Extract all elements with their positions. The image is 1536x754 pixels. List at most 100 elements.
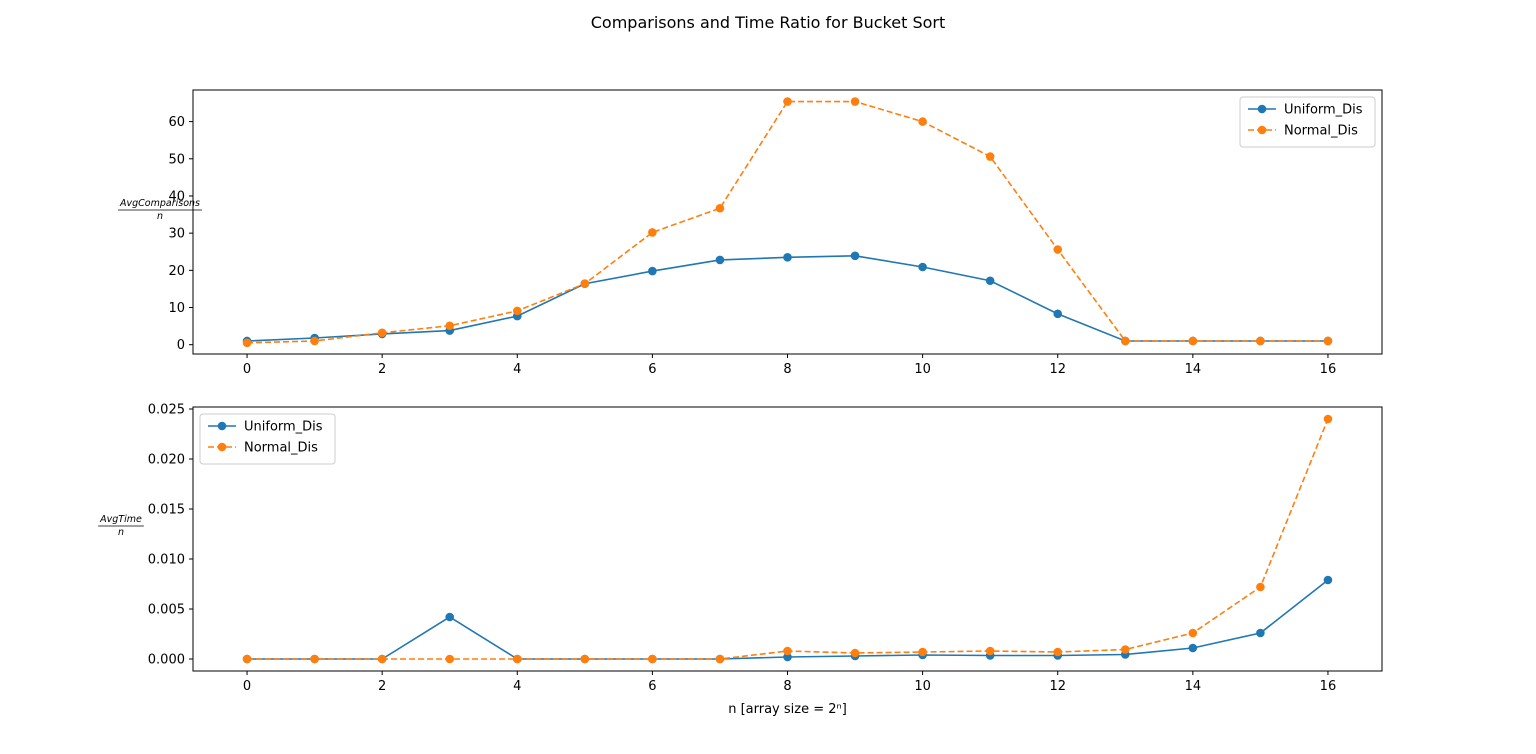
legend-marker-uniform-dis xyxy=(1257,104,1267,114)
y-tick-label: 0.005 xyxy=(148,603,185,618)
legend-marker-normal-dis xyxy=(217,442,227,452)
data-point-normal-dis xyxy=(1323,336,1333,346)
data-point-normal-dis xyxy=(310,654,319,664)
data-point-uniform-dis xyxy=(850,251,860,261)
data-point-normal-dis xyxy=(648,228,657,237)
x-tick-label: 6 xyxy=(648,362,656,377)
legend-marker-uniform-dis xyxy=(217,421,227,431)
legend-label-normal-dis: Normal_Dis xyxy=(1284,124,1358,139)
data-point-normal-dis xyxy=(850,97,860,106)
data-point-normal-dis xyxy=(1188,628,1198,638)
data-point-uniform-dis xyxy=(1323,575,1333,585)
y-axis-label: AvgTime n xyxy=(98,514,144,538)
data-point-normal-dis xyxy=(377,654,387,664)
x-tick-label: 14 xyxy=(1185,362,1202,377)
x-tick-label: 0 xyxy=(243,362,251,377)
data-point-normal-dis xyxy=(1053,647,1063,657)
x-tick-label: 14 xyxy=(1185,679,1202,694)
data-point-uniform-dis xyxy=(783,253,792,262)
x-tick-label: 4 xyxy=(513,679,521,694)
data-point-normal-dis xyxy=(850,648,860,658)
y-tick-label: 20 xyxy=(168,264,185,279)
plot-frame xyxy=(192,89,1383,355)
data-point-uniform-dis xyxy=(1256,628,1265,638)
data-point-uniform-dis xyxy=(715,255,725,265)
data-point-normal-dis xyxy=(512,654,522,664)
x-tick-label: 6 xyxy=(648,679,656,694)
x-tick-label: 12 xyxy=(1049,679,1066,694)
series-line-uniform-dis xyxy=(247,255,1328,342)
y-tick-label: 0.010 xyxy=(148,553,185,568)
x-tick-label: 16 xyxy=(1320,362,1337,377)
data-point-normal-dis xyxy=(310,336,319,346)
series-line-normal-dis xyxy=(247,100,1328,344)
y-axis-label-numerator: AvgComparisons xyxy=(119,198,200,209)
data-point-normal-dis xyxy=(242,654,252,664)
x-tick-label: 8 xyxy=(783,362,791,377)
data-point-normal-dis xyxy=(1053,245,1063,254)
data-point-normal-dis xyxy=(783,646,792,656)
data-point-uniform-dis xyxy=(648,266,657,276)
data-point-normal-dis xyxy=(918,647,927,657)
y-axis-label-denominator: n xyxy=(157,211,163,222)
x-tick-label: 0 xyxy=(243,679,251,694)
y-tick-label: 50 xyxy=(168,152,185,167)
legend-label-uniform-dis: Uniform_Dis xyxy=(244,420,323,435)
data-point-normal-dis xyxy=(985,152,995,161)
y-tick-label: 30 xyxy=(168,227,185,242)
legend: Uniform_Dis Normal_Dis xyxy=(199,413,336,465)
data-point-uniform-dis xyxy=(985,276,995,286)
time-axes: 0 2 4 6 8 10 12 14 16 0.000 0.005 0.010 0.015 0.020 0.… xyxy=(98,403,1383,717)
x-tick-label: 4 xyxy=(513,362,521,377)
x-tick-label: 10 xyxy=(914,362,931,377)
data-point-normal-dis xyxy=(1256,582,1265,592)
x-tick-label: 8 xyxy=(783,679,791,694)
y-tick-label: 0.015 xyxy=(148,503,185,518)
legend-marker-normal-dis xyxy=(1257,125,1267,135)
data-point-normal-dis xyxy=(580,279,590,289)
y-tick-label: 0.025 xyxy=(148,403,185,418)
y-tick-label: 0.020 xyxy=(148,453,185,468)
data-point-normal-dis xyxy=(1120,336,1130,346)
data-point-uniform-dis xyxy=(1053,309,1063,319)
data-point-normal-dis xyxy=(242,338,252,348)
legend-label-normal-dis: Normal_Dis xyxy=(244,441,318,456)
x-tick-label: 2 xyxy=(378,679,386,694)
x-tick-label: 16 xyxy=(1320,679,1337,694)
data-point-normal-dis xyxy=(918,117,927,126)
data-point-normal-dis xyxy=(1188,336,1198,346)
data-point-uniform-dis xyxy=(918,262,927,272)
x-tick-label: 10 xyxy=(914,679,931,694)
data-point-normal-dis xyxy=(445,654,455,664)
y-axis-label: AvgComparisons n xyxy=(118,198,202,222)
data-point-normal-dis xyxy=(445,321,455,331)
data-point-uniform-dis xyxy=(445,612,455,622)
data-point-uniform-dis xyxy=(783,652,792,662)
data-point-uniform-dis xyxy=(1188,643,1198,653)
y-tick-label: 10 xyxy=(168,301,185,316)
data-point-normal-dis xyxy=(580,654,590,664)
data-point-normal-dis xyxy=(985,646,995,656)
data-point-normal-dis xyxy=(1256,336,1265,346)
y-tick-label: 0 xyxy=(177,338,185,353)
comparisons-axes: 0 2 4 6 8 10 12 14 16 0 10 20 30 40 50 60 AvgComparisons… xyxy=(118,89,1383,377)
data-point-normal-dis xyxy=(1120,645,1130,654)
x-tick-label: 12 xyxy=(1049,362,1066,377)
x-tick-label: 2 xyxy=(378,362,386,377)
x-axis-label: n [array size = 2ⁿ] xyxy=(728,702,847,717)
y-tick-label: 40 xyxy=(168,189,185,204)
series-line-normal-dis xyxy=(247,418,1329,660)
data-point-normal-dis xyxy=(715,203,725,213)
data-point-normal-dis xyxy=(377,328,387,338)
plot-frame xyxy=(192,406,1383,672)
chart-title: Comparisons and Time Ratio for Bucket So… xyxy=(591,13,946,32)
legend: Uniform_Dis Normal_Dis xyxy=(1239,96,1376,148)
data-point-normal-dis xyxy=(512,306,522,316)
y-axis-label-numerator: AvgTime xyxy=(99,514,142,525)
data-point-normal-dis xyxy=(783,97,792,106)
data-point-normal-dis xyxy=(1323,414,1333,424)
y-tick-label: 60 xyxy=(168,115,185,130)
y-axis-label-denominator: n xyxy=(118,527,124,538)
legend-label-uniform-dis: Uniform_Dis xyxy=(1284,103,1363,118)
